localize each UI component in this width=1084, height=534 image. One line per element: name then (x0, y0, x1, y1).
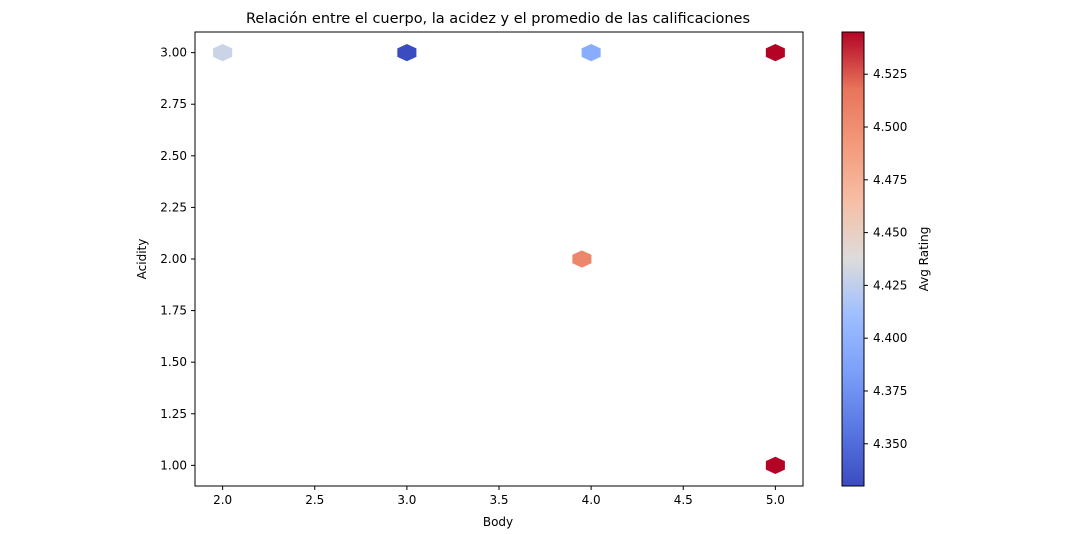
y-tick-label: 3.00 (160, 46, 187, 60)
y-tick-label: 2.25 (160, 200, 187, 214)
x-tick-label: 2.5 (305, 493, 324, 507)
hexbin-cell (213, 44, 233, 62)
colorbar: 4.350 4.375 4.400 4.425 4.450 4.475 4.500 4.525… (841, 31, 931, 487)
y-axis-ticks: 1.00 1.25 1.50 1.75 2.00 2.25 2.50 2.75 3.00 (160, 46, 195, 472)
hexbin-cell (581, 44, 601, 62)
y-tick-label: 1.75 (160, 304, 187, 318)
colorbar-tick-label: 4.375 (873, 384, 907, 398)
x-tick-label: 5.0 (766, 493, 785, 507)
colorbar-tick-label: 4.350 (873, 437, 907, 451)
colorbar-tick-label: 4.475 (873, 173, 907, 187)
colorbar-ticks: 4.350 4.375 4.400 4.425 4.450 4.475 4.500 4.525 (864, 67, 907, 451)
hexbin-cell (572, 250, 592, 268)
x-tick-label: 3.5 (489, 493, 508, 507)
colorbar-tick-label: 4.425 (873, 278, 907, 292)
colorbar-tick-label: 4.500 (873, 120, 907, 134)
plot-frame (194, 31, 804, 487)
hexbin-cell (397, 44, 417, 62)
chart-title: Relación entre el cuerpo, la acidez y el… (246, 11, 750, 27)
colorbar-tick-label: 4.450 (873, 226, 907, 240)
x-tick-label: 3.0 (397, 493, 416, 507)
y-tick-label: 1.50 (160, 355, 187, 369)
hexbin-cell (765, 456, 785, 474)
y-tick-label: 2.50 (160, 149, 187, 163)
colorbar-label: Avg Rating (917, 227, 931, 292)
x-tick-label: 4.5 (674, 493, 693, 507)
data-hexes (213, 44, 785, 474)
x-axis-ticks: 2.0 2.5 3.0 3.5 4.0 4.5 5.0 (213, 486, 785, 507)
y-tick-label: 1.25 (160, 407, 187, 421)
y-tick-label: 1.00 (160, 458, 187, 472)
colorbar-gradient (841, 31, 865, 487)
colorbar-tick-label: 4.525 (873, 67, 907, 81)
x-axis-label: Body (483, 515, 513, 529)
y-axis-label: Acidity (135, 239, 149, 280)
x-tick-label: 4.0 (582, 493, 601, 507)
x-tick-label: 2.0 (213, 493, 232, 507)
y-tick-label: 2.00 (160, 252, 187, 266)
hexbin-cell (765, 44, 785, 62)
colorbar-tick-label: 4.400 (873, 331, 907, 345)
plot-area: 2.0 2.5 3.0 3.5 4.0 4.5 5.0 1.00 1.25 1.50 1.75 2.… (160, 31, 804, 507)
y-tick-label: 2.75 (160, 97, 187, 111)
